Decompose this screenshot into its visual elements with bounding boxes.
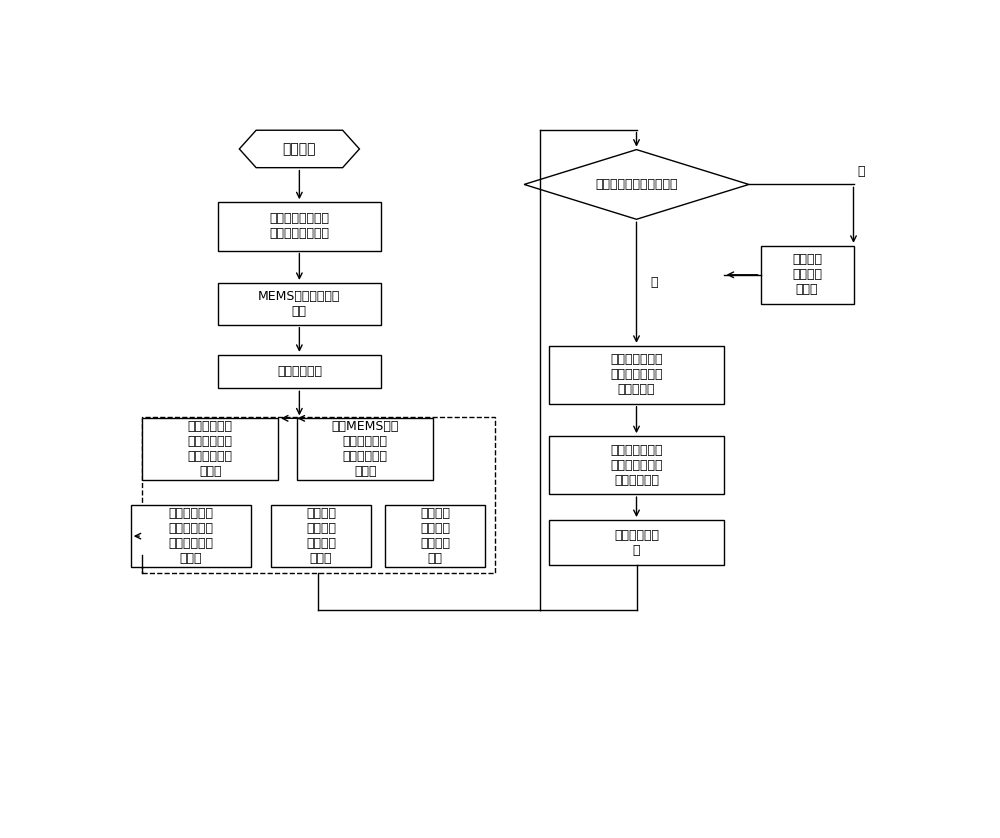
Text: 否: 否 bbox=[650, 276, 658, 289]
Text: 各模块输出是否存在故障: 各模块输出是否存在故障 bbox=[595, 178, 678, 191]
Bar bbox=[218, 354, 381, 388]
Text: 获得里程计信
息处理模块输
出的里程和速
度数据: 获得里程计信 息处理模块输 出的里程和速 度数据 bbox=[168, 507, 213, 565]
Bar bbox=[218, 202, 381, 251]
Text: 电子地图模块通
过地图匹配获得
具体位置信息: 电子地图模块通 过地图匹配获得 具体位置信息 bbox=[610, 443, 663, 487]
Bar bbox=[142, 418, 278, 479]
Text: 获得气压
计模块输
出的高度
数据: 获得气压 计模块输 出的高度 数据 bbox=[420, 507, 450, 565]
Text: 通过显示屏显
示: 通过显示屏显 示 bbox=[614, 529, 659, 556]
Bar bbox=[142, 416, 495, 573]
Polygon shape bbox=[239, 130, 359, 168]
Bar bbox=[271, 505, 371, 566]
Bar bbox=[549, 346, 724, 404]
Text: 开机自检: 开机自检 bbox=[283, 142, 316, 156]
Bar bbox=[549, 436, 724, 494]
Bar bbox=[218, 283, 381, 325]
Polygon shape bbox=[524, 150, 749, 220]
Text: 获得MEMS惯导
模块输出的位
置、速度和航
向数据: 获得MEMS惯导 模块输出的位 置、速度和航 向数据 bbox=[332, 420, 399, 478]
Bar bbox=[131, 505, 251, 566]
Text: MEMS惯导模块初始
对准: MEMS惯导模块初始 对准 bbox=[258, 290, 341, 318]
Text: 获得电子
罗盘模块
输出的航
向数据: 获得电子 罗盘模块 输出的航 向数据 bbox=[306, 507, 336, 565]
Bar bbox=[549, 520, 724, 565]
Bar bbox=[385, 505, 485, 566]
Bar bbox=[761, 246, 854, 304]
Bar bbox=[297, 418, 433, 479]
Text: 获得卫星导航定位
数据作为初始位置: 获得卫星导航定位 数据作为初始位置 bbox=[269, 212, 329, 241]
Text: 获得卫星导航
模块输出的位
置、速度和航
向数据: 获得卫星导航 模块输出的位 置、速度和航 向数据 bbox=[188, 420, 233, 478]
Text: 是: 是 bbox=[857, 165, 865, 178]
Text: 隔离存在
故障的模
块输出: 隔离存在 故障的模 块输出 bbox=[792, 253, 822, 297]
Text: 最优融合滤波，
得到位置、速度
和航向信息: 最优融合滤波， 得到位置、速度 和航向信息 bbox=[610, 354, 663, 396]
Text: 杆臂效应补偿: 杆臂效应补偿 bbox=[277, 365, 322, 378]
